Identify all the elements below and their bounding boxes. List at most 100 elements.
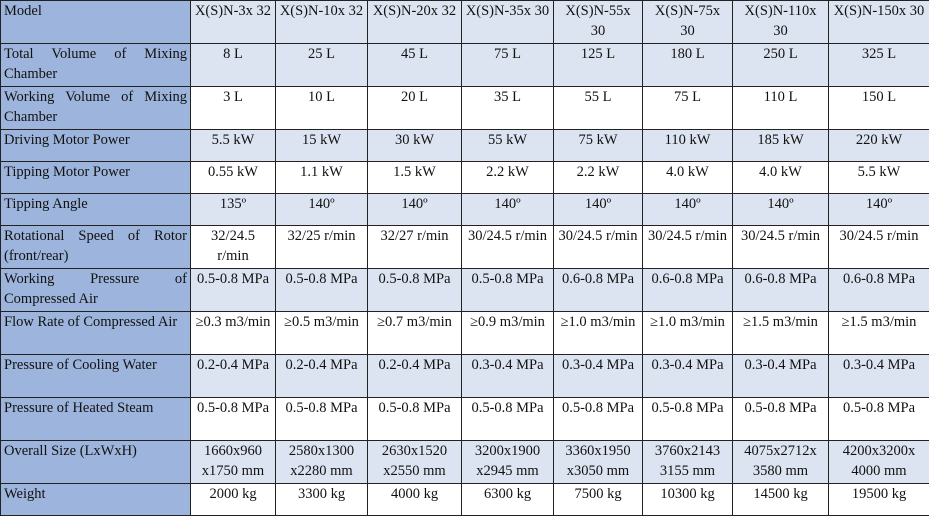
row-label: Tipping Angle xyxy=(1,194,191,226)
table-cell: 55 kW xyxy=(462,130,554,162)
table-cell: 75 L xyxy=(462,44,554,87)
model-header-label: Model xyxy=(1,1,191,44)
table-row: Overall Size (LxWxH) 1660x960 x1750 mm 2… xyxy=(1,441,929,484)
table-cell: 3200x1900 x2945 mm xyxy=(462,441,554,484)
table-cell: 125 L xyxy=(554,44,643,87)
table-cell: 4.0 kW xyxy=(733,162,829,194)
row-label: Tipping Motor Power xyxy=(1,162,191,194)
table-cell: 8 L xyxy=(191,44,276,87)
table-cell: 0.3-0.4 MPa xyxy=(829,355,929,398)
table-cell: 2000 kg xyxy=(191,484,276,516)
table-cell: 140º xyxy=(554,194,643,226)
table-cell: 1660x960 x1750 mm xyxy=(191,441,276,484)
table-cell: 2630x1520 x2550 mm xyxy=(368,441,462,484)
table-cell: 75 L xyxy=(643,87,733,130)
table-cell: 32/25 r/min xyxy=(276,226,368,269)
table-cell: 2.2 kW xyxy=(554,162,643,194)
table-cell: 140º xyxy=(368,194,462,226)
table-cell: 0.2-0.4 MPa xyxy=(191,355,276,398)
table-cell: 0.55 kW xyxy=(191,162,276,194)
table-cell: 75 kW xyxy=(554,130,643,162)
table-cell: ≥0.7 m3/min xyxy=(368,312,462,355)
table-row: Pressure of Heated Steam 0.5-0.8 MPa 0.5… xyxy=(1,398,929,441)
table-cell: 45 L xyxy=(368,44,462,87)
table-row: Flow Rate of Compressed Air ≥0.3 m3/min … xyxy=(1,312,929,355)
table-cell: 150 L xyxy=(829,87,929,130)
table-cell: 14500 kg xyxy=(733,484,829,516)
table-row: Driving Motor Power 5.5 kW 15 kW 30 kW 5… xyxy=(1,130,929,162)
model-header: X(S)N-75x 30 xyxy=(643,1,733,44)
table-row: Total Volume of Mixing Chamber 8 L 25 L … xyxy=(1,44,929,87)
model-header: X(S)N-20x 32 xyxy=(368,1,462,44)
table-cell: 0.5-0.8 MPa xyxy=(276,398,368,441)
table-cell: ≥1.0 m3/min xyxy=(643,312,733,355)
table-cell: 185 kW xyxy=(733,130,829,162)
row-label: Driving Motor Power xyxy=(1,130,191,162)
table-cell: ≥1.5 m3/min xyxy=(829,312,929,355)
model-header: X(S)N-110x 30 xyxy=(733,1,829,44)
table-cell: 325 L xyxy=(829,44,929,87)
table-cell: 4075x2712x 3580 mm xyxy=(733,441,829,484)
table-cell: 30 kW xyxy=(368,130,462,162)
table-cell: 110 kW xyxy=(643,130,733,162)
model-header: X(S)N-35x 30 xyxy=(462,1,554,44)
table-cell: 0.5-0.8 MPa xyxy=(191,269,276,312)
table-cell: 3 L xyxy=(191,87,276,130)
table-row: Weight 2000 kg 3300 kg 4000 kg 6300 kg 7… xyxy=(1,484,929,516)
table-cell: ≥0.3 m3/min xyxy=(191,312,276,355)
table-cell: 0.5-0.8 MPa xyxy=(829,398,929,441)
table-cell: 0.5-0.8 MPa xyxy=(462,269,554,312)
table-cell: 140º xyxy=(829,194,929,226)
table-cell: 7500 kg xyxy=(554,484,643,516)
table-cell: 2.2 kW xyxy=(462,162,554,194)
table-cell: 20 L xyxy=(368,87,462,130)
table-cell: 35 L xyxy=(462,87,554,130)
table-cell: 32/27 r/min xyxy=(368,226,462,269)
table-cell: 250 L xyxy=(733,44,829,87)
table-cell: 55 L xyxy=(554,87,643,130)
table-cell: 140º xyxy=(733,194,829,226)
table-cell: 0.5-0.8 MPa xyxy=(462,398,554,441)
table-cell: 2580x1300 x2280 mm xyxy=(276,441,368,484)
table-cell: 19500 kg xyxy=(829,484,929,516)
table-cell: 0.2-0.4 MPa xyxy=(276,355,368,398)
table-row: Tipping Angle 135º 140º 140º 140º 140º 1… xyxy=(1,194,929,226)
table-cell: 3360x1950 x3050 mm xyxy=(554,441,643,484)
table-row: Pressure of Cooling Water 0.2-0.4 MPa 0.… xyxy=(1,355,929,398)
table-cell: 0.3-0.4 MPa xyxy=(554,355,643,398)
table-cell: 0.3-0.4 MPa xyxy=(643,355,733,398)
table-cell: 32/24.5 r/min xyxy=(191,226,276,269)
table-cell: 4200x3200x 4000 mm xyxy=(829,441,929,484)
row-label: Pressure of Cooling Water xyxy=(1,355,191,398)
model-header: X(S)N-10x 32 xyxy=(276,1,368,44)
table-cell: 30/24.5 r/min xyxy=(554,226,643,269)
row-label: Working Pressure of Compressed Air xyxy=(1,269,191,312)
row-label: Flow Rate of Compressed Air xyxy=(1,312,191,355)
row-label: Rotational Speed of Rotor (front/rear) xyxy=(1,226,191,269)
table-cell: 110 L xyxy=(733,87,829,130)
model-header: X(S)N-3x 32 xyxy=(191,1,276,44)
table-cell: 30/24.5 r/min xyxy=(829,226,929,269)
model-header: X(S)N-150x 30 xyxy=(829,1,929,44)
row-label: Weight xyxy=(1,484,191,516)
row-label: Pressure of Heated Steam xyxy=(1,398,191,441)
table-cell: 0.3-0.4 MPa xyxy=(733,355,829,398)
table-cell: 1.5 kW xyxy=(368,162,462,194)
table-cell: 10 L xyxy=(276,87,368,130)
row-label: Total Volume of Mixing Chamber xyxy=(1,44,191,87)
table-cell: 0.2-0.4 MPa xyxy=(368,355,462,398)
row-label: Working Volume of Mixing Chamber xyxy=(1,87,191,130)
table-cell: 5.5 kW xyxy=(191,130,276,162)
table-cell: ≥1.0 m3/min xyxy=(554,312,643,355)
table-cell: 4000 kg xyxy=(368,484,462,516)
table-cell: 3760x2143 3155 mm xyxy=(643,441,733,484)
table-cell: 15 kW xyxy=(276,130,368,162)
table-cell: 30/24.5 r/min xyxy=(462,226,554,269)
table-cell: ≥0.5 m3/min xyxy=(276,312,368,355)
table-cell: 4.0 kW xyxy=(643,162,733,194)
table-cell: 140º xyxy=(276,194,368,226)
table-cell: ≥0.9 m3/min xyxy=(462,312,554,355)
table-cell: 140º xyxy=(462,194,554,226)
table-cell: 5.5 kW xyxy=(829,162,929,194)
